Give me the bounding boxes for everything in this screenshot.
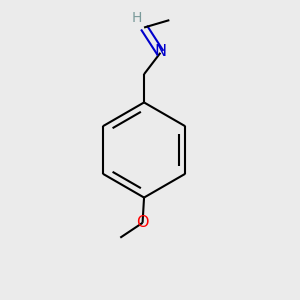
Text: H: H bbox=[131, 11, 142, 25]
Text: O: O bbox=[136, 215, 149, 230]
Text: N: N bbox=[154, 44, 167, 59]
